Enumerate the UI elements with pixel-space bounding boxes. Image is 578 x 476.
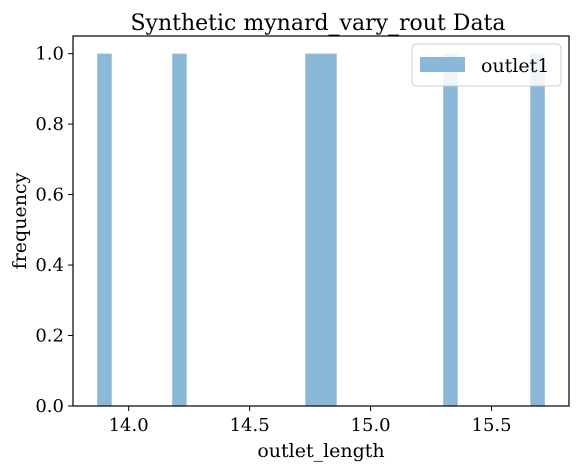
x-tick-label: 14.0 bbox=[109, 415, 149, 436]
histogram-bar bbox=[172, 54, 187, 406]
y-axis-ticks: 0.0 0.2 0.4 0.6 0.8 1.0 bbox=[35, 44, 73, 417]
y-tick-label: 0.4 bbox=[35, 255, 64, 276]
bars-layer bbox=[97, 54, 545, 406]
legend: outlet1 bbox=[412, 44, 561, 86]
legend-swatch bbox=[420, 57, 465, 72]
histogram-bar bbox=[443, 54, 458, 406]
y-tick-label: 0.8 bbox=[35, 114, 64, 135]
histogram-bar bbox=[530, 54, 545, 406]
x-tick-label: 15.0 bbox=[351, 415, 391, 436]
x-axis-ticks: 14.0 14.5 15.0 15.5 bbox=[109, 406, 512, 436]
x-tick-label: 14.5 bbox=[230, 415, 270, 436]
x-tick-label: 15.5 bbox=[472, 415, 512, 436]
y-axis-label: frequency bbox=[9, 172, 31, 269]
y-tick-label: 1.0 bbox=[35, 44, 64, 65]
legend-label: outlet1 bbox=[481, 55, 549, 77]
histogram-bar bbox=[305, 54, 336, 406]
y-tick-label: 0.6 bbox=[35, 185, 64, 206]
x-axis-label: outlet_length bbox=[257, 440, 384, 462]
histogram-bar bbox=[97, 54, 112, 406]
y-tick-label: 0.0 bbox=[35, 396, 64, 417]
y-tick-label: 0.2 bbox=[35, 326, 64, 347]
chart-title: Synthetic mynard_vary_rout Data bbox=[130, 11, 505, 36]
